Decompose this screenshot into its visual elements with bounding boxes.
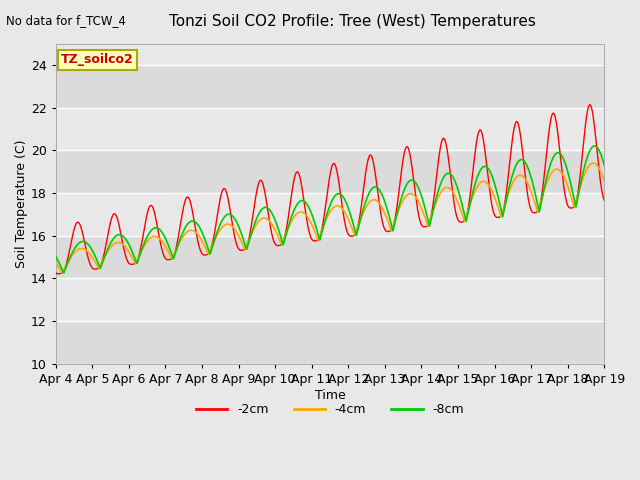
-2cm <box>346 233 354 239</box>
-8cm <box>591 143 598 149</box>
-2cm <box>205 250 212 256</box>
-8cm <box>346 210 354 216</box>
-8cm <box>205 248 212 254</box>
Legend: -2cm, -4cm, -8cm: -2cm, -4cm, -8cm <box>191 398 469 421</box>
-4cm <box>58 270 66 276</box>
-2cm <box>600 198 608 204</box>
-2cm <box>358 199 366 204</box>
Bar <box>56 278 604 321</box>
-4cm <box>346 220 354 226</box>
Bar <box>56 193 604 236</box>
Bar <box>56 236 604 278</box>
Bar <box>56 150 604 193</box>
Y-axis label: Soil Temperature (C): Soil Temperature (C) <box>15 140 28 268</box>
X-axis label: Time: Time <box>315 388 346 402</box>
Bar <box>56 321 604 364</box>
-2cm <box>52 270 60 276</box>
-8cm <box>358 211 366 217</box>
Line: -8cm: -8cm <box>56 146 604 273</box>
-4cm <box>552 166 560 172</box>
Bar <box>56 65 604 108</box>
-4cm <box>568 194 575 200</box>
-4cm <box>205 251 212 257</box>
-8cm <box>568 183 575 189</box>
Line: -4cm: -4cm <box>56 163 604 273</box>
-4cm <box>490 192 497 197</box>
-4cm <box>600 178 608 184</box>
-2cm <box>568 205 575 211</box>
-2cm <box>490 209 497 215</box>
-4cm <box>589 160 597 166</box>
-4cm <box>358 213 366 219</box>
-8cm <box>60 270 68 276</box>
-2cm <box>54 271 62 276</box>
-8cm <box>490 178 497 183</box>
-2cm <box>586 102 594 108</box>
Bar <box>56 108 604 150</box>
-8cm <box>600 163 608 168</box>
Line: -2cm: -2cm <box>56 105 604 274</box>
-8cm <box>52 253 60 259</box>
Text: No data for f_TCW_4: No data for f_TCW_4 <box>6 14 126 27</box>
-2cm <box>552 119 560 124</box>
Text: TZ_soilco2: TZ_soilco2 <box>61 53 134 66</box>
-4cm <box>52 260 60 265</box>
Text: Tonzi Soil CO2 Profile: Tree (West) Temperatures: Tonzi Soil CO2 Profile: Tree (West) Temp… <box>168 14 536 29</box>
-8cm <box>552 151 560 156</box>
